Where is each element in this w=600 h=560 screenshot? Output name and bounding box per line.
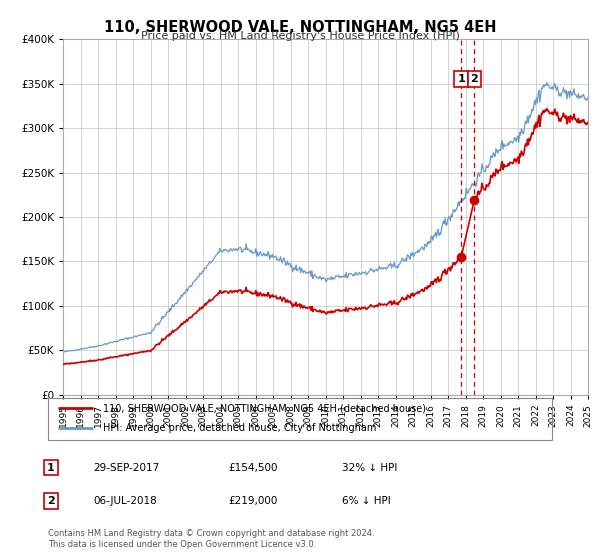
- Text: 1: 1: [47, 463, 55, 473]
- Text: £154,500: £154,500: [228, 463, 277, 473]
- Text: This data is licensed under the Open Government Licence v3.0.: This data is licensed under the Open Gov…: [48, 540, 316, 549]
- Text: Price paid vs. HM Land Registry's House Price Index (HPI): Price paid vs. HM Land Registry's House …: [140, 31, 460, 41]
- Text: 2: 2: [470, 74, 478, 84]
- Text: 29-SEP-2017: 29-SEP-2017: [93, 463, 159, 473]
- Text: HPI: Average price, detached house, City of Nottingham: HPI: Average price, detached house, City…: [103, 423, 377, 433]
- Text: 110, SHERWOOD VALE, NOTTINGHAM, NG5 4EH: 110, SHERWOOD VALE, NOTTINGHAM, NG5 4EH: [104, 20, 496, 35]
- Text: 32% ↓ HPI: 32% ↓ HPI: [342, 463, 397, 473]
- Text: 6% ↓ HPI: 6% ↓ HPI: [342, 496, 391, 506]
- Text: £219,000: £219,000: [228, 496, 277, 506]
- Text: Contains HM Land Registry data © Crown copyright and database right 2024.: Contains HM Land Registry data © Crown c…: [48, 529, 374, 538]
- Text: 2: 2: [47, 496, 55, 506]
- Text: 110, SHERWOOD VALE, NOTTINGHAM, NG5 4EH (detached house): 110, SHERWOOD VALE, NOTTINGHAM, NG5 4EH …: [103, 403, 427, 413]
- Text: 1: 1: [457, 74, 465, 84]
- Text: 06-JUL-2018: 06-JUL-2018: [93, 496, 157, 506]
